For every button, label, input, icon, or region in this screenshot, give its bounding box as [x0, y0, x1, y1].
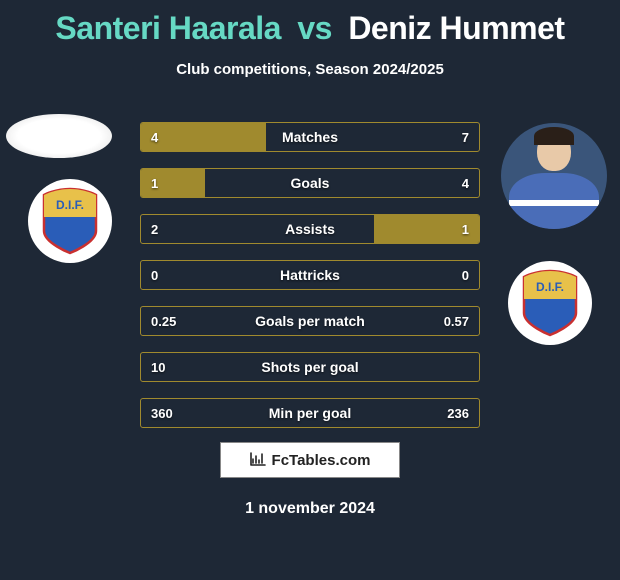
player1-club-badge: D.I.F.	[28, 179, 112, 263]
stat-row: 360236Min per goal	[140, 398, 480, 428]
footer-date: 1 november 2024	[0, 500, 620, 518]
stat-row: 14Goals	[140, 168, 480, 198]
season-subtitle: Club competitions, Season 2024/2025	[0, 61, 620, 78]
vs-text: vs	[297, 10, 332, 46]
player2-club-badge: D.I.F.	[508, 261, 592, 345]
stat-label: Hattricks	[141, 261, 479, 289]
stat-row: 10Shots per goal	[140, 352, 480, 382]
stat-row: 21Assists	[140, 214, 480, 244]
stat-row: 47Matches	[140, 122, 480, 152]
svg-text:D.I.F.: D.I.F.	[56, 198, 84, 212]
player2-name: Deniz Hummet	[348, 10, 564, 46]
brand-badge: FcTables.com	[220, 442, 400, 478]
stat-label: Shots per goal	[141, 353, 479, 381]
svg-text:D.I.F.: D.I.F.	[536, 280, 564, 294]
stat-label: Assists	[141, 215, 479, 243]
stat-label: Goals per match	[141, 307, 479, 335]
brand-text: FcTables.com	[272, 452, 371, 469]
stat-label: Min per goal	[141, 399, 479, 427]
stat-label: Goals	[141, 169, 479, 197]
stat-row: 00Hattricks	[140, 260, 480, 290]
player2-avatar	[501, 123, 607, 229]
stat-row: 0.250.57Goals per match	[140, 306, 480, 336]
stat-label: Matches	[141, 123, 479, 151]
player1-name: Santeri Haarala	[55, 10, 281, 46]
player1-avatar	[6, 114, 112, 158]
comparison-bars: 47Matches 14Goals 21Assists 00Hattricks 0.25…	[140, 122, 480, 444]
chart-icon	[250, 452, 266, 469]
comparison-title: Santeri Haarala vs Deniz Hummet	[0, 0, 620, 47]
